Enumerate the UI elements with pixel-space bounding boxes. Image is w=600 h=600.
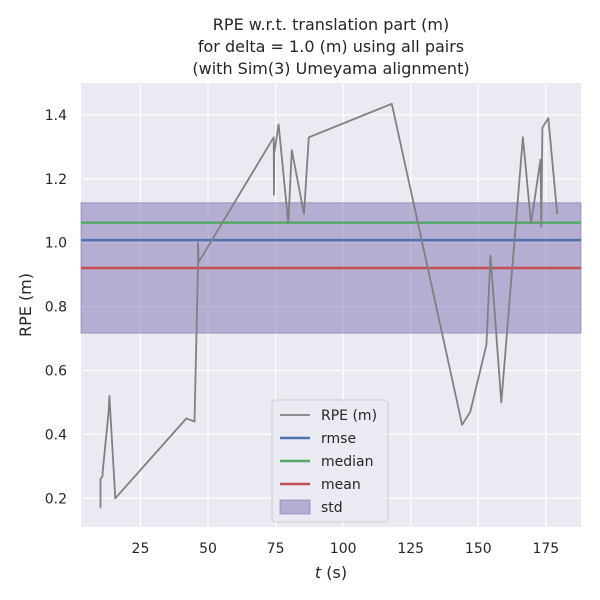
legend-label-median: median — [321, 454, 373, 470]
y-tick-label: 0.6 — [45, 363, 67, 379]
series-lines — [99, 102, 559, 508]
x-tick-label: 175 — [532, 541, 559, 557]
y-axis-label: RPE (m) — [16, 273, 35, 337]
x-axis-label-var: t — [315, 563, 322, 582]
legend-box — [271, 399, 389, 523]
stat-lines — [81, 221, 581, 270]
y-tick-labels: 0.2 0.4 0.6 0.8 1.0 1.2 1.4 — [45, 108, 67, 507]
x-tick-label: 50 — [199, 541, 217, 557]
x-tick-label: 125 — [397, 541, 424, 557]
y-tick-label: 1.2 — [45, 172, 67, 188]
x-tick-label: 100 — [330, 541, 357, 557]
chart-title-line-1: RPE w.r.t. translation part (m) — [213, 15, 449, 34]
legend-swatch-std — [279, 499, 311, 515]
x-axis-label-unit: (s) — [321, 563, 347, 582]
legend-label-mean: mean — [321, 477, 361, 493]
legend: RPE (m) rmse median mean std — [271, 399, 389, 523]
y-tick-label: 0.8 — [45, 300, 67, 316]
y-tick-label: 1.4 — [45, 108, 67, 124]
x-axis-label: t (s) — [315, 563, 347, 582]
x-tick-label: 75 — [267, 541, 285, 557]
legend-label-RPE (m): RPE (m) — [321, 408, 377, 424]
y-tick-label: 0.4 — [45, 427, 67, 443]
x-tick-label: 150 — [465, 541, 492, 557]
rpe-series-line — [99, 102, 559, 508]
y-tick-label: 0.2 — [45, 491, 67, 507]
legend-label-std: std — [321, 500, 343, 516]
legend-label-rmse: rmse — [321, 431, 356, 447]
x-tick-labels: 25 50 75 100 125 150 175 — [132, 541, 560, 557]
chart-title-line-3: (with Sim(3) Umeyama alignment) — [192, 59, 469, 78]
y-tick-label: 1.0 — [45, 236, 67, 252]
x-tick-label: 25 — [132, 541, 150, 557]
chart-title-line-2: for delta = 1.0 (m) using all pairs — [198, 37, 464, 56]
